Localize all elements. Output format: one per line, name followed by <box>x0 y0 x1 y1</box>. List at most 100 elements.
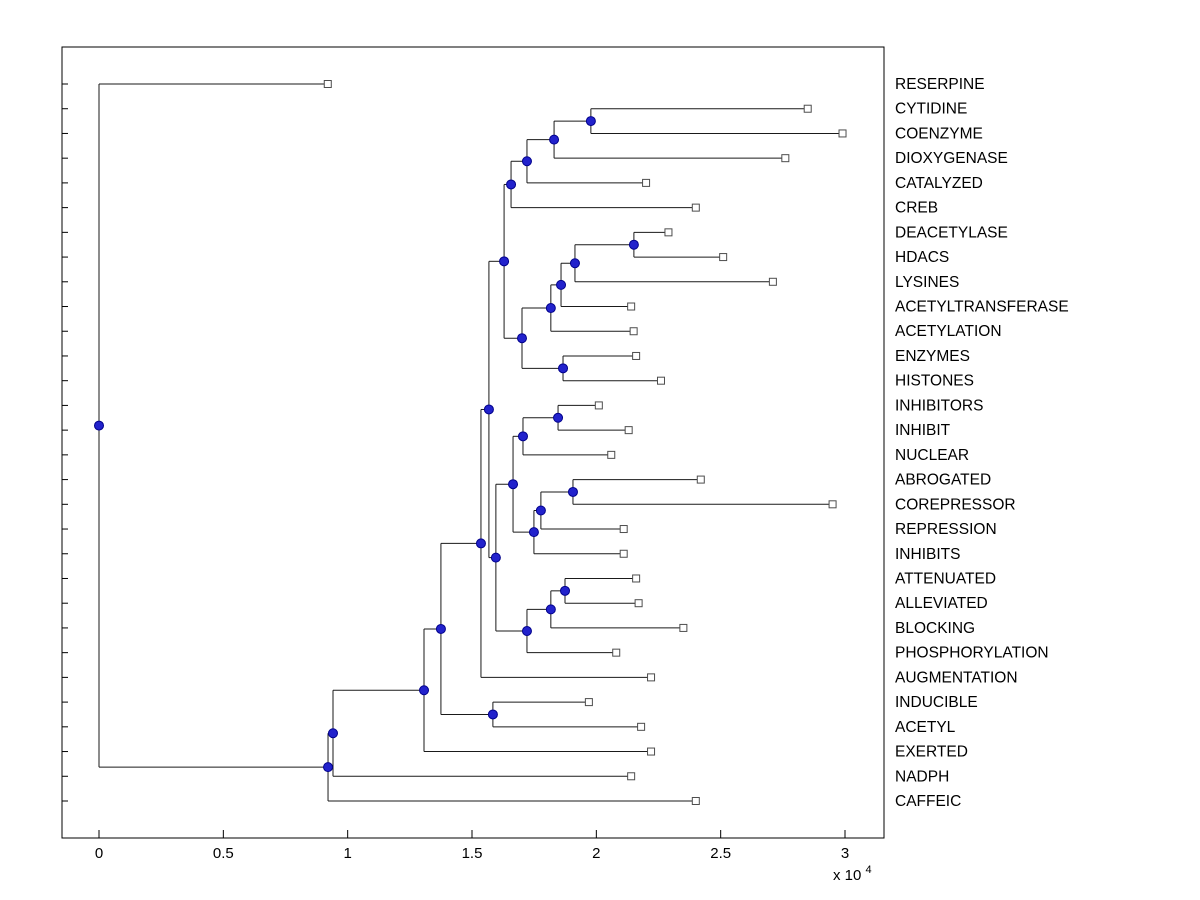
branch-node-dot[interactable] <box>569 258 580 269</box>
x-tick-label: 0.5 <box>213 845 234 862</box>
leaf-label: LYSINES <box>895 274 959 291</box>
leaf-marker[interactable] <box>607 450 616 459</box>
x-axis-exponent-label: x 10 4 <box>833 864 872 884</box>
branch-node-dot[interactable] <box>483 404 494 415</box>
branch-node-dot[interactable] <box>508 479 519 490</box>
leaf-label: REPRESSION <box>895 521 997 538</box>
leaf-label: CYTIDINE <box>895 101 967 118</box>
leaf-label: COENZYME <box>895 125 983 142</box>
leaf-label: CATALYZED <box>895 175 983 192</box>
leaf-label: ACETYL <box>895 719 956 736</box>
x-tick-label: 2.5 <box>710 845 731 862</box>
leaf-label: ACETYLTRANSFERASE <box>895 299 1069 316</box>
leaf-label: COREPRESSOR <box>895 496 1016 513</box>
leaf-label: CAFFEIC <box>895 793 961 810</box>
branch-node-dot[interactable] <box>521 626 532 637</box>
leaf-marker[interactable] <box>627 772 636 781</box>
leaf-label: HDACS <box>895 249 949 266</box>
branch-node-dot[interactable] <box>585 116 596 127</box>
leaf-marker[interactable] <box>647 673 656 682</box>
x-tick-label: 2 <box>592 845 600 862</box>
leaf-label: INHIBITS <box>895 546 960 563</box>
leaf-label: PHOSPHORYLATION <box>895 645 1049 662</box>
leaf-marker[interactable] <box>696 475 705 484</box>
branch-node-dot[interactable] <box>490 552 501 563</box>
leaf-label: CREB <box>895 200 938 217</box>
leaf-marker[interactable] <box>629 327 638 336</box>
leaf-label: INHIBITORS <box>895 397 983 414</box>
leaf-label: ENZYMES <box>895 348 970 365</box>
leaf-label: DEACETYLASE <box>895 224 1008 241</box>
leaf-marker[interactable] <box>627 302 636 311</box>
leaf-label: AUGMENTATION <box>895 669 1018 686</box>
leaf-label: NUCLEAR <box>895 447 969 464</box>
leaf-marker[interactable] <box>656 376 665 385</box>
branch-node-dot[interactable] <box>545 303 556 314</box>
leaf-marker[interactable] <box>323 80 332 88</box>
leaf-label: BLOCKING <box>895 620 975 637</box>
leaf-marker[interactable] <box>664 228 673 237</box>
leaf-marker[interactable] <box>781 154 790 163</box>
plot-box <box>61 46 885 839</box>
leaf-label: ACETYLATION <box>895 323 1002 340</box>
leaf-marker[interactable] <box>838 129 847 138</box>
branch-node-dot[interactable] <box>535 505 546 516</box>
leaf-marker[interactable] <box>624 426 633 435</box>
leaf-marker[interactable] <box>691 203 700 212</box>
leaf-marker[interactable] <box>612 648 621 657</box>
branch-node-dot[interactable] <box>94 420 104 431</box>
leaf-label: DIOXYGENASE <box>895 150 1008 167</box>
leaf-marker[interactable] <box>691 796 700 805</box>
leaf-marker[interactable] <box>632 574 641 583</box>
leaf-label: NADPH <box>895 768 949 785</box>
branch-node-dot[interactable] <box>549 134 560 145</box>
branch-node-dot[interactable] <box>475 538 486 549</box>
leaf-marker[interactable] <box>637 722 646 731</box>
leaf-label: ATTENUATED <box>895 570 996 587</box>
leaf-label: INDUCIBLE <box>895 694 978 711</box>
leaf-marker[interactable] <box>768 277 777 286</box>
branch-node-dot[interactable] <box>628 239 639 250</box>
branch-node-dot[interactable] <box>560 585 571 596</box>
leaf-marker[interactable] <box>634 599 643 608</box>
x-tick-label: 3 <box>841 845 849 862</box>
branch-node-dot[interactable] <box>558 363 569 374</box>
leaf-marker[interactable] <box>647 747 656 756</box>
branch-node-dot[interactable] <box>545 604 556 615</box>
branch-node-dot[interactable] <box>521 156 532 167</box>
branch-node-dot[interactable] <box>499 256 510 267</box>
leaf-marker[interactable] <box>619 525 628 534</box>
leaf-label: EXERTED <box>895 744 968 761</box>
branch-node-dot[interactable] <box>567 486 578 497</box>
branch-node-dot[interactable] <box>516 333 527 344</box>
branch-node-dot[interactable] <box>327 728 338 739</box>
branch-node-dot[interactable] <box>553 412 564 423</box>
leaf-marker[interactable] <box>632 351 641 360</box>
branch-node-dot[interactable] <box>435 623 446 634</box>
leaf-marker[interactable] <box>619 549 628 558</box>
x-tick-label: 1 <box>343 845 351 862</box>
leaf-label: INHIBIT <box>895 422 951 439</box>
leaf-marker[interactable] <box>679 623 688 632</box>
leaf-label: HISTONES <box>895 373 974 390</box>
branch-node-dot[interactable] <box>517 431 528 442</box>
x-tick-label: 1.5 <box>462 845 483 862</box>
x-tick-label: 0 <box>95 845 103 862</box>
leaf-label: ABROGATED <box>895 472 991 489</box>
leaf-marker[interactable] <box>803 104 812 113</box>
leaf-marker[interactable] <box>828 500 837 509</box>
leaf-label: RESERPINE <box>895 76 985 93</box>
leaf-marker[interactable] <box>719 253 728 262</box>
leaf-label: ALLEVIATED <box>895 595 988 612</box>
branch-node-dot[interactable] <box>487 709 498 720</box>
branch-node-dot[interactable] <box>323 762 334 773</box>
branch-node-dot[interactable] <box>419 685 430 696</box>
leaf-marker[interactable] <box>642 178 651 187</box>
branch-node-dot[interactable] <box>528 527 539 538</box>
leaf-marker[interactable] <box>584 698 593 707</box>
leaf-marker[interactable] <box>594 401 603 410</box>
branch-node-dot[interactable] <box>506 179 517 190</box>
branch-node-dot[interactable] <box>556 279 567 290</box>
